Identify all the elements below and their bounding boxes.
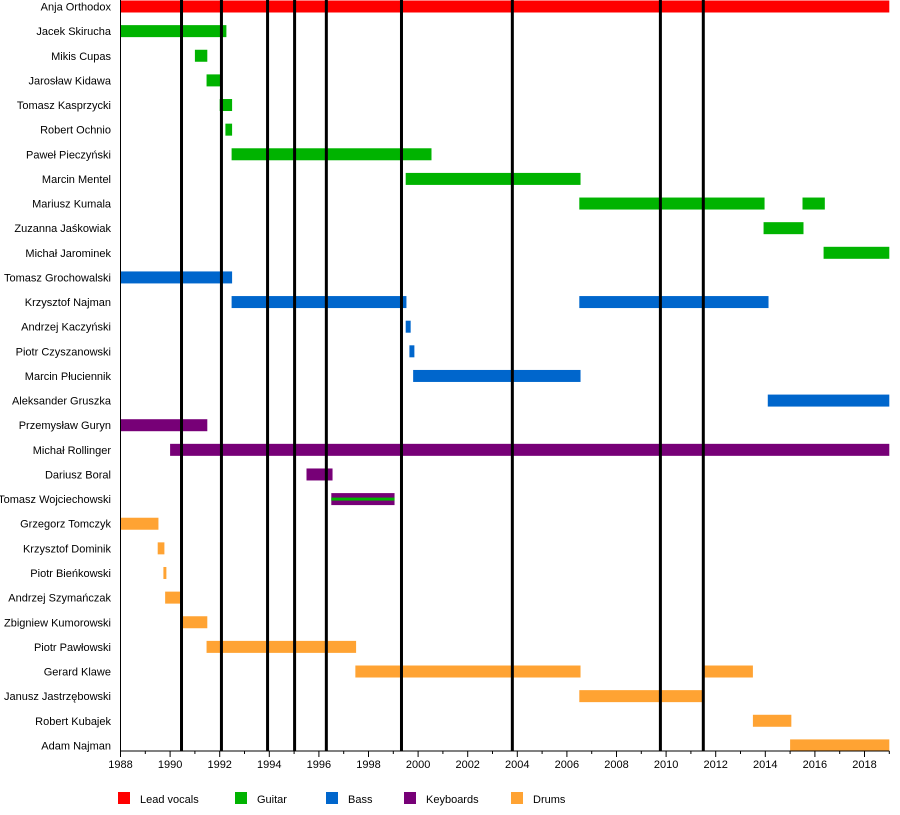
member-bar-drums bbox=[790, 739, 890, 752]
member-bar-drums bbox=[163, 566, 167, 579]
member-bar-guitar bbox=[763, 222, 804, 235]
member-name-label: Piotr Bieńkowski bbox=[30, 568, 111, 580]
member-name-label: Janusz Jastrzębowski bbox=[4, 691, 111, 703]
member-bar-guitar bbox=[225, 123, 233, 136]
x-tick-label: 2012 bbox=[703, 759, 727, 771]
x-tick-label: 2002 bbox=[455, 759, 479, 771]
member-name-label: Mariusz Kumala bbox=[32, 199, 112, 211]
member-name-label: Piotr Pawłowski bbox=[34, 642, 111, 654]
member-bar-bass bbox=[120, 271, 233, 284]
member-bar-bass bbox=[231, 296, 407, 309]
legend-swatch-guitar bbox=[235, 792, 247, 804]
x-tick-label: 2006 bbox=[555, 759, 579, 771]
x-tick-label: 1996 bbox=[307, 759, 331, 771]
member-name-label: Robert Ochnio bbox=[40, 125, 111, 137]
member-name-label: Anja Orthodox bbox=[41, 2, 112, 14]
member-name-label: Przemysław Guryn bbox=[19, 420, 111, 432]
member-bar-drums bbox=[752, 714, 792, 727]
member-bar-guitar bbox=[206, 74, 221, 87]
member-bar-guitar bbox=[823, 246, 890, 259]
member-bar-guitar bbox=[120, 25, 227, 38]
member-bar-bass bbox=[409, 345, 415, 358]
member-name-label: Tomasz Kasprzycki bbox=[17, 100, 111, 112]
member-bar-drums bbox=[355, 665, 581, 678]
legend-swatch-vocals bbox=[118, 792, 130, 804]
member-bar-bass bbox=[579, 296, 769, 309]
member-name-label: Robert Kubajek bbox=[35, 716, 111, 728]
legend-label-vocals: Lead vocals bbox=[140, 794, 199, 806]
x-tick-label: 1988 bbox=[108, 759, 132, 771]
member-bar-guitar bbox=[405, 172, 581, 185]
member-bar-drums bbox=[579, 690, 705, 703]
x-tick-label: 2008 bbox=[604, 759, 628, 771]
member-bar-vocals bbox=[120, 0, 890, 13]
member-name-label: Jacek Skirucha bbox=[36, 26, 111, 38]
member-name-label: Marcin Mentel bbox=[42, 174, 111, 186]
member-name-label: Dariusz Boral bbox=[45, 469, 111, 481]
legend-swatch-drums bbox=[511, 792, 523, 804]
x-tick-label: 2018 bbox=[852, 759, 876, 771]
member-bar-guitar bbox=[579, 197, 765, 210]
member-name-label: Paweł Pieczyński bbox=[26, 149, 111, 161]
member-name-label: Gerard Klawe bbox=[44, 667, 111, 679]
member-name-label: Tomasz Wojciechowski bbox=[0, 494, 111, 506]
member-name-label: Zbigniew Kumorowski bbox=[4, 617, 111, 629]
member-bar-drums bbox=[206, 640, 357, 653]
member-bar-drums bbox=[165, 591, 183, 604]
x-tick-label: 1998 bbox=[356, 759, 380, 771]
member-name-label: Marcin Płuciennik bbox=[25, 371, 112, 383]
member-name-label: Adam Najman bbox=[41, 740, 111, 752]
x-tick-label: 2004 bbox=[505, 759, 529, 771]
member-name-label: Andrzej Kaczyński bbox=[21, 322, 111, 334]
x-tick-label: 2014 bbox=[753, 759, 777, 771]
member-name-label: Jarosław Kidawa bbox=[28, 75, 111, 87]
legend-swatch-keyboards bbox=[404, 792, 416, 804]
member-bar-guitar bbox=[231, 148, 432, 161]
member-bar-bass bbox=[413, 369, 581, 382]
member-name-label: Michał Jarominek bbox=[25, 248, 111, 260]
x-tick-label: 1990 bbox=[158, 759, 182, 771]
member-name-label: Zuzanna Jaśkowiak bbox=[14, 223, 111, 235]
x-tick-label: 2016 bbox=[803, 759, 827, 771]
member-bar-guitar bbox=[802, 197, 825, 210]
legend-label-keyboards: Keyboards bbox=[426, 794, 479, 806]
member-bar-keyboards bbox=[306, 468, 333, 481]
member-name-label: Grzegorz Tomczyk bbox=[20, 519, 111, 531]
x-tick-label: 1994 bbox=[257, 759, 281, 771]
member-name-label: Mikis Cupas bbox=[51, 51, 111, 63]
member-bar-drums bbox=[120, 517, 159, 530]
member-name-label: Krzysztof Najman bbox=[25, 297, 111, 309]
member-name-label: Piotr Czyszanowski bbox=[16, 346, 111, 358]
member-bar-guitar bbox=[194, 49, 208, 62]
legend-label-drums: Drums bbox=[533, 794, 566, 806]
member-name-label: Tomasz Grochowalski bbox=[4, 272, 111, 284]
x-tick-label: 1992 bbox=[207, 759, 231, 771]
legend-label-bass: Bass bbox=[348, 794, 373, 806]
legend-label-guitar: Guitar bbox=[257, 794, 287, 806]
member-name-label: Michał Rollinger bbox=[33, 445, 112, 457]
member-name-label: Krzysztof Dominik bbox=[23, 543, 112, 555]
member-bar-keyboards bbox=[120, 419, 208, 432]
member-bar-keyboards bbox=[170, 443, 890, 456]
x-tick-label: 2000 bbox=[406, 759, 430, 771]
member-bar-drums bbox=[181, 616, 208, 629]
member-bar-bass bbox=[405, 320, 411, 333]
member-bar-drums bbox=[703, 665, 753, 678]
x-tick-label: 2010 bbox=[654, 759, 678, 771]
member-bar-drums bbox=[157, 542, 165, 555]
member-name-label: Aleksander Gruszka bbox=[12, 396, 112, 408]
member-bar-guitar bbox=[331, 497, 395, 501]
member-name-label: Andrzej Szymańczak bbox=[8, 593, 111, 605]
member-bar-bass bbox=[767, 394, 890, 407]
legend-swatch-bass bbox=[326, 792, 338, 804]
